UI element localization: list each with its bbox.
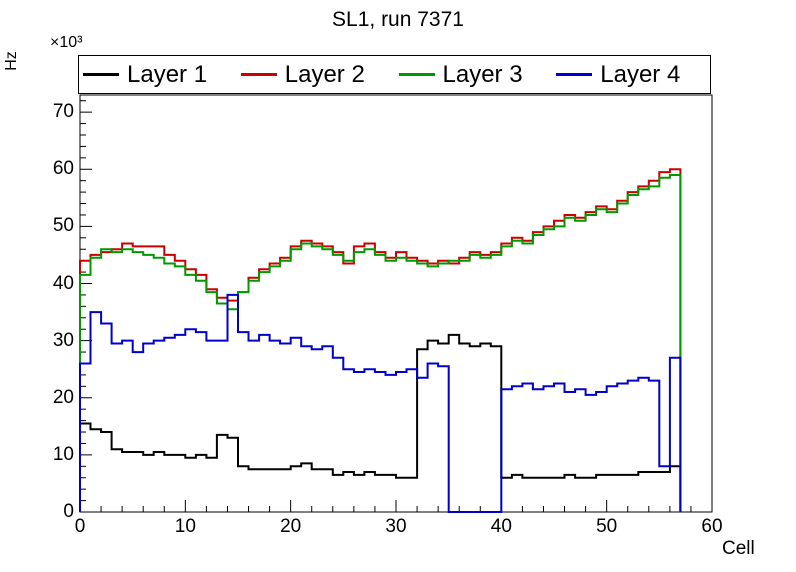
legend-line-sample-layer-2: [240, 73, 277, 76]
y-tick-label: 40: [52, 272, 74, 294]
x-tick-label: 40: [490, 516, 512, 537]
legend-entry-layer-1: Layer 1: [79, 61, 237, 89]
legend-label-layer-2: Layer 2: [284, 60, 365, 88]
series-layer-3: [79, 174, 682, 512]
x-tick-label: 60: [701, 516, 723, 537]
x-axis-label: Cell: [722, 538, 755, 559]
legend-line-sample-layer-1: [83, 73, 119, 76]
y-tick-label: 20: [52, 386, 74, 408]
legend-label-layer-4: Layer 4: [600, 60, 681, 88]
y-tick-label: 70: [52, 101, 74, 123]
x-tick-label: 10: [174, 516, 196, 537]
legend-line-sample-layer-3: [398, 73, 435, 76]
legend: Layer 1 Layer 2 Layer 3 Layer 4: [78, 55, 711, 94]
y-tick-label: 10: [52, 443, 74, 465]
y-tick-label: 0: [63, 501, 74, 522]
series-layer-4: [79, 293, 682, 513]
legend-label-layer-1: Layer 1: [127, 60, 208, 88]
y-tick-label: 30: [52, 329, 74, 351]
x-tick-label: 30: [385, 516, 407, 537]
y-axis-label: Hz: [2, 51, 20, 71]
plot-title: SL1, run 7371: [332, 8, 464, 31]
legend-label-layer-3: Layer 3: [442, 60, 523, 88]
legend-line-sample-layer-4: [556, 73, 593, 76]
x-tick-label: 0: [74, 516, 86, 537]
y-axis-exponent: ×10³: [50, 34, 83, 51]
x-tick-label: 20: [280, 516, 302, 537]
y-tick-label: 60: [52, 158, 74, 180]
y-tick-label: 50: [52, 215, 74, 237]
series-layer-2: [79, 168, 682, 512]
plot-frame: [79, 94, 713, 513]
legend-entry-layer-3: Layer 3: [395, 61, 553, 89]
legend-entry-layer-4: Layer 4: [552, 61, 710, 89]
x-tick-label: 50: [596, 516, 618, 537]
legend-entry-layer-2: Layer 2: [237, 61, 395, 89]
series-layer-1: [79, 333, 682, 512]
